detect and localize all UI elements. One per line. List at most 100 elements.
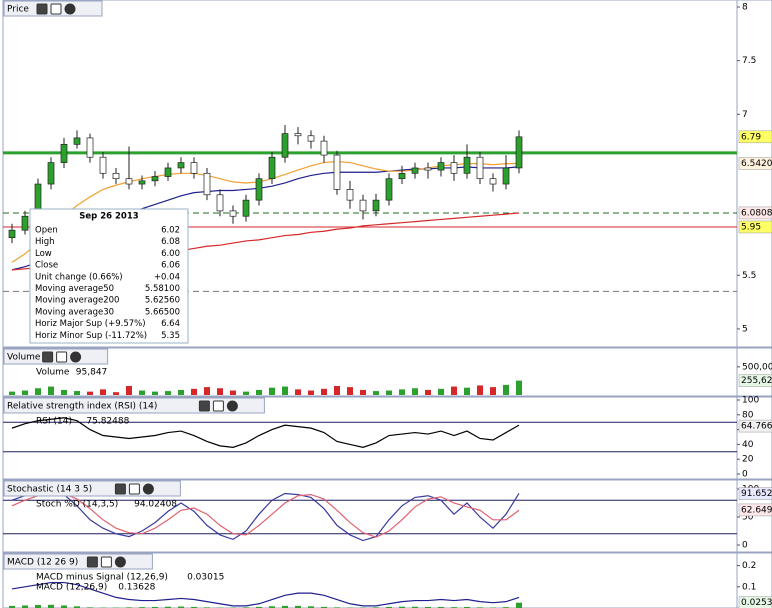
candle-body: [164, 167, 172, 177]
candle-body: [73, 137, 81, 145]
bar: [191, 388, 197, 395]
panel-header: [3, 553, 153, 570]
header-icon[interactable]: [114, 556, 126, 568]
header-icon[interactable]: [86, 556, 98, 568]
candle-body: [47, 162, 55, 185]
series-line: [11, 492, 520, 538]
bar: [256, 389, 262, 395]
bar: [412, 388, 418, 395]
tooltip-value: 6.00: [161, 249, 180, 259]
tooltip-value: 5.58100: [145, 284, 180, 294]
bar: [9, 605, 15, 608]
header-icon[interactable]: [142, 483, 154, 495]
bar: [399, 606, 405, 608]
bar: [282, 605, 288, 608]
y-tick-label: 7.5: [742, 56, 756, 66]
header-icon[interactable]: [100, 556, 112, 568]
tooltip-label: Horiz Minor Sup (-11.72%): [35, 331, 147, 341]
legend-value: 95,847: [76, 368, 108, 378]
header-icon[interactable]: [198, 400, 210, 412]
candle-body: [489, 178, 497, 185]
candle-body: [359, 199, 367, 212]
bar: [295, 605, 301, 608]
legend-name: MACD (12,26,9): [36, 583, 107, 593]
candle-body: [8, 229, 16, 239]
axis-area: [736, 0, 772, 348]
y-tick-label: 100: [742, 396, 759, 406]
bar: [321, 606, 327, 608]
candle-body: [242, 199, 250, 217]
bar: [230, 390, 236, 395]
candle-body: [320, 140, 328, 156]
header-icon[interactable]: [50, 3, 62, 15]
value-label-box: [738, 220, 772, 234]
candle-body: [151, 176, 159, 182]
candle-body: [203, 172, 211, 196]
bar: [217, 388, 223, 395]
value-label: 62.649: [741, 505, 772, 515]
value-label: 91.652: [741, 489, 772, 499]
candle-body: [424, 167, 432, 171]
candle-body: [86, 137, 94, 158]
header-icon[interactable]: [212, 400, 224, 412]
series-line: [11, 417, 520, 448]
panel-title: Price: [7, 5, 29, 15]
bar: [360, 389, 366, 395]
header-icon[interactable]: [70, 351, 82, 363]
legend-name: RSI (14): [36, 417, 72, 427]
y-tick-label: 80: [742, 410, 754, 420]
bar: [139, 390, 145, 395]
bar: [399, 389, 405, 395]
candle-body: [112, 172, 120, 180]
bar: [87, 391, 93, 395]
bar: [412, 606, 418, 608]
bar: [334, 386, 340, 395]
value-label-box: [738, 130, 772, 144]
candle-body: [125, 178, 133, 185]
value-label: 255,629: [741, 376, 772, 386]
bar: [178, 389, 184, 395]
bar: [386, 606, 392, 608]
tooltip-value: 6.06: [161, 261, 180, 271]
header-icon[interactable]: [114, 483, 126, 495]
bar: [256, 606, 262, 608]
header-icon[interactable]: [128, 483, 140, 495]
header-icon[interactable]: [64, 3, 76, 15]
y-tick-label: 0.2: [742, 561, 756, 571]
bar: [126, 386, 132, 395]
value-label-box: [738, 503, 772, 517]
tooltip-label: Moving average30: [35, 307, 114, 317]
y-tick-label: 0: [742, 541, 748, 551]
bar: [165, 391, 171, 395]
value-label: 0.0253: [741, 598, 772, 608]
bar: [48, 386, 54, 395]
candle-body: [255, 178, 263, 201]
header-icon[interactable]: [56, 351, 68, 363]
candle-body: [294, 133, 302, 137]
header-icon[interactable]: [226, 400, 238, 412]
y-tick-label: 40: [742, 440, 754, 450]
legend-value: 75.82488: [86, 417, 129, 427]
header-icon[interactable]: [42, 351, 54, 363]
tooltip-label: Low: [35, 249, 52, 259]
bar: [61, 389, 67, 395]
bar: [35, 388, 41, 395]
tooltip-value: 6.02: [161, 226, 180, 236]
axis-area: [736, 396, 772, 480]
panel-title: Stochastic (14 3 5): [7, 485, 92, 495]
bar: [165, 606, 171, 608]
candle-body: [502, 167, 510, 185]
candle-body: [99, 156, 107, 174]
series-line: [11, 160, 519, 263]
value-label: 6.5420: [741, 159, 772, 169]
y-tick-label: 500,000: [742, 362, 772, 372]
header-icon[interactable]: [36, 3, 48, 15]
candle-body: [333, 154, 341, 190]
bar: [516, 380, 522, 395]
bar: [178, 606, 184, 608]
tooltip: Sep 26 2013 Open 6.02 High 6.08 Low 6.00 Close 6…: [29, 208, 189, 344]
bar: [61, 605, 67, 608]
tooltip-value: +0.04: [154, 272, 180, 282]
bar: [321, 388, 327, 395]
